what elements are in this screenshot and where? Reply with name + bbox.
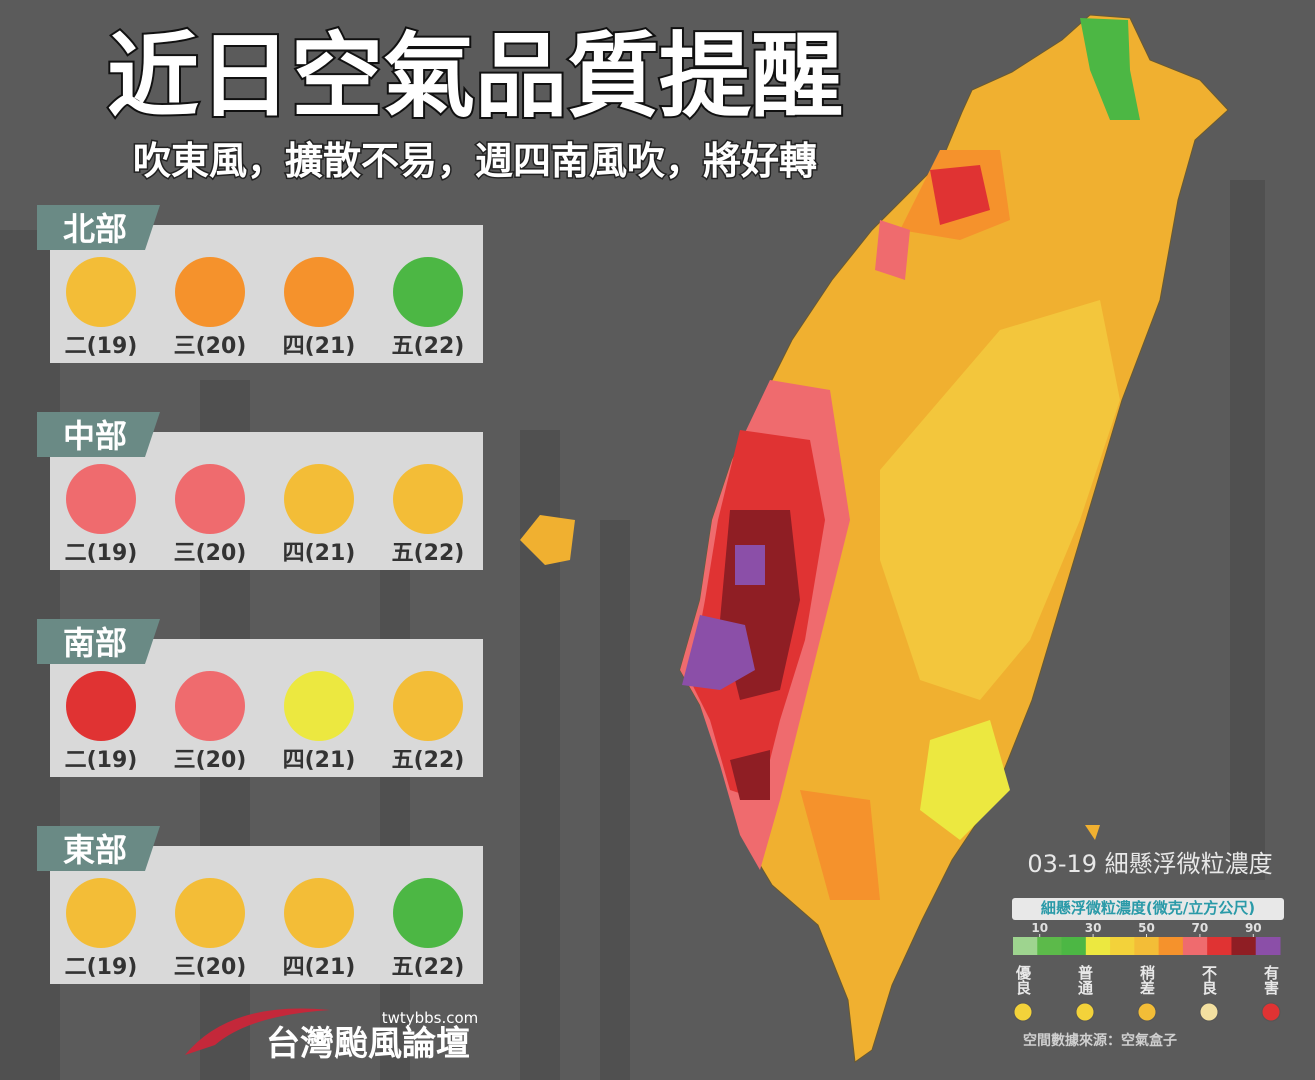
level-label: 稍差 [1138,964,1156,995]
day-label: 四(21) [283,748,356,773]
level-label: 不良 [1200,965,1218,996]
day-label: 三(20) [174,541,247,566]
taiwan-map [520,14,1229,1063]
legend-swatch [1013,937,1038,955]
legend-title-bg [1012,898,1284,920]
legend-swatch [1255,937,1281,955]
region-tab [37,826,160,871]
day-indicator [175,464,245,534]
region-tab [37,412,160,457]
subtitle: 吹東風，擴散不易，週四南風吹，將好轉 [133,139,817,183]
legend-tick-label: 10 [1031,921,1048,935]
day-label: 四(21) [283,334,356,359]
legend-swatch [1231,937,1257,955]
region-name: 北部 [63,210,127,248]
legend-tick-label: 30 [1085,921,1102,935]
day-label: 三(20) [174,748,247,773]
region-tab [37,619,160,664]
day-label: 二(19) [65,748,138,773]
region-name: 中部 [63,417,127,455]
level-face [1075,1002,1095,1022]
day-label: 二(19) [65,541,138,566]
day-indicator [66,671,136,741]
source: 空間數據來源：空氣盒子 [1023,1032,1177,1049]
level-label: 有害 [1262,964,1280,996]
legend-swatch [1037,937,1063,955]
day-indicator [175,671,245,741]
level-face [1013,1002,1033,1022]
title: 近日空氣品質提醒 [107,23,843,130]
day-label: 二(19) [65,955,138,980]
legend-swatch [1158,937,1184,955]
day-label: 三(20) [174,955,247,980]
brand-logo [185,1008,330,1055]
day-indicator [393,671,463,741]
legend-swatch [1182,937,1208,955]
level-face [1137,1002,1157,1022]
day-label: 四(21) [283,955,356,980]
level-label: 普通 [1076,964,1094,995]
day-label: 五(22) [392,955,465,980]
day-indicator [175,878,245,948]
region-tab [37,205,160,250]
legend-swatch [1085,937,1111,955]
day-indicator [284,464,354,534]
legend-swatch [1061,937,1087,955]
day-indicator [66,464,136,534]
day-indicator [175,257,245,327]
legend-tick-label: 90 [1245,921,1262,935]
day-indicator [284,878,354,948]
legend: 10 30 50 70 90 優良 普通 稍差 不良 有害 [1013,921,1281,1022]
level-label: 優良 [1014,964,1032,996]
day-label: 二(19) [65,334,138,359]
day-indicator [393,464,463,534]
day-indicator [393,257,463,327]
day-indicator [66,257,136,327]
region-name: 南部 [63,624,127,662]
legend-tick-label: 50 [1138,921,1155,935]
brand-name: 台灣颱風論壇 [266,1024,470,1064]
day-label: 五(22) [392,748,465,773]
day-label: 五(22) [392,334,465,359]
region-panels: 北部二(19) 三(20) 四(21) 五(22)中部二(19) 三(20) 四(21) 五… [37,205,483,984]
level-face [1261,1002,1281,1022]
legend-title: 細懸浮微粒濃度(微克/立方公尺) [1041,899,1255,917]
level-face [1199,1002,1219,1022]
day-label: 五(22) [392,541,465,566]
legend-tick-label: 70 [1192,921,1209,935]
day-label: 三(20) [174,334,247,359]
legend-swatch [1207,937,1232,955]
legend-swatch [1110,937,1135,955]
brand-url: twtybbs.com [382,1009,479,1027]
region-name: 東部 [63,831,127,869]
day-label: 四(21) [283,541,356,566]
legend-swatch [1134,937,1160,955]
map-caption: 03-19 細懸浮微粒濃度 [1027,850,1272,878]
day-indicator [284,257,354,327]
day-indicator [393,878,463,948]
day-indicator [66,878,136,948]
day-indicator [284,671,354,741]
